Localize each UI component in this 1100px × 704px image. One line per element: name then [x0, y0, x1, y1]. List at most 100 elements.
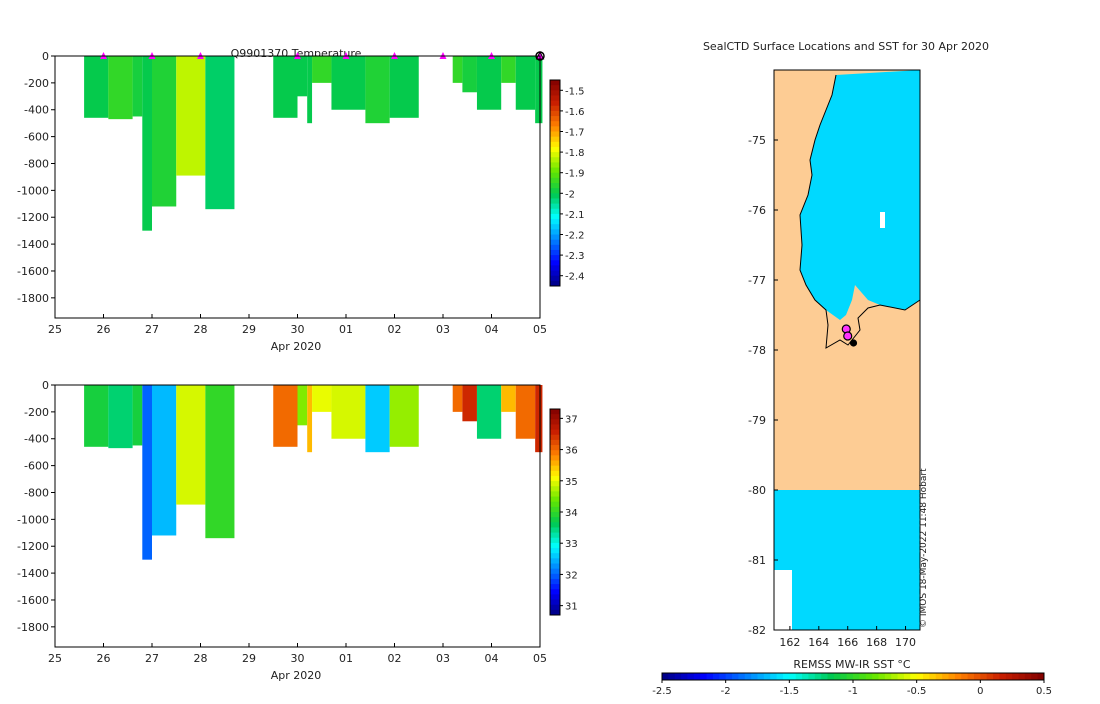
x-tick-label: 25	[48, 323, 62, 336]
colorbar-tick-label: -1.5	[565, 86, 585, 97]
profile-cell-12	[365, 385, 390, 453]
colorbar-segment	[550, 146, 560, 153]
colorbar-segment	[550, 280, 560, 287]
profile-cell-6	[205, 56, 235, 210]
colorbar-segment	[550, 224, 560, 230]
colorbar-segment	[550, 460, 560, 467]
map-x-ticks: 162 164 166 168 170	[779, 626, 916, 649]
sst-colorbar-segment	[662, 673, 669, 680]
profile-cell-0	[84, 56, 109, 118]
sst-colorbar-segment	[1037, 673, 1045, 680]
colorbar-segment	[550, 409, 560, 415]
x-tick-label: 02	[388, 652, 402, 665]
sst-colorbar-segment	[776, 673, 784, 680]
colorbar-segment	[550, 434, 560, 441]
sst-colorbar-segment	[948, 673, 956, 680]
y-tick-label: -400	[24, 433, 49, 446]
sst-colorbar-tick-label: -1.5	[780, 686, 800, 697]
colorbar-segment	[550, 532, 560, 539]
profile-cell-8	[297, 56, 308, 97]
salinity-panel: 0 -200 -400 -600 -800 -1000 -1200 -1400 -1600 -18…	[17, 379, 578, 682]
sst-colorbar-segment	[853, 673, 860, 680]
colorbar-segment	[550, 183, 560, 189]
colorbar-segment	[550, 162, 560, 169]
sst-colorbar-segment	[846, 673, 854, 680]
map-x-tick-label: 162	[779, 636, 800, 649]
temperature-profiles	[84, 56, 543, 231]
sst-colorbar-segment	[821, 673, 829, 680]
temperature-x-label: Apr 2020	[271, 340, 322, 353]
profile-cell-7	[273, 56, 298, 118]
colorbar-segment	[550, 255, 560, 261]
colorbar-segment	[550, 475, 560, 482]
sst-colorbar-segment	[833, 673, 841, 680]
y-tick-label: -1600	[17, 594, 49, 607]
colorbar-segment	[550, 599, 560, 606]
profile-cell-16	[476, 56, 502, 110]
sst-colorbar-segment	[1005, 673, 1013, 680]
colorbar-segment	[550, 424, 560, 431]
map-y-tick-label: -80	[748, 484, 766, 497]
seal-locations	[841, 324, 858, 347]
y-tick-label: -600	[24, 460, 49, 473]
sst-colorbar-segment	[802, 673, 809, 680]
y-tick-label: -1000	[17, 184, 49, 197]
colorbar-segment	[550, 604, 560, 611]
colorbar-segment	[550, 506, 560, 513]
sst-colorbar-segment	[827, 673, 835, 680]
sst-colorbar-segment	[884, 673, 892, 680]
sst-colorbar-segment	[693, 673, 701, 680]
salinity-profiles	[84, 385, 543, 560]
colorbar-segment	[550, 141, 560, 148]
colorbar-segment	[550, 116, 560, 122]
profile-cell-2	[132, 385, 143, 446]
colorbar-segment	[550, 167, 560, 174]
x-tick-label: 29	[242, 652, 256, 665]
colorbar-segment	[550, 260, 560, 266]
sst-colorbar-segment	[757, 673, 765, 680]
sst-colorbar-segment	[814, 673, 822, 680]
colorbar-segment	[550, 558, 560, 564]
colorbar-segment	[550, 177, 560, 184]
profile-cell-7	[273, 385, 298, 447]
profile-cell-15	[462, 385, 477, 422]
sst-colorbar-segment	[719, 673, 727, 680]
x-tick-label: 30	[291, 323, 305, 336]
x-tick-label: 05	[533, 652, 547, 665]
colorbar-segment	[550, 219, 560, 225]
colorbar-segment	[550, 578, 560, 585]
map-y-tick-label: -77	[748, 274, 766, 287]
sst-colorbar-segment	[942, 673, 949, 680]
sst-colorbar-segment	[1031, 673, 1039, 680]
x-tick-label: 04	[485, 652, 499, 665]
sst-colorbar-segment	[865, 673, 873, 680]
colorbar-tick-label: 33	[565, 539, 578, 550]
sst-colorbar-tick-label: -1	[848, 686, 858, 697]
profile-cell-14	[452, 56, 463, 83]
colorbar-segment	[550, 80, 560, 86]
colorbar-tick-label: -2	[565, 189, 575, 200]
colorbar-segment	[550, 450, 560, 456]
colorbar-segment	[550, 234, 560, 241]
colorbar-tick-label: -2.1	[565, 210, 585, 221]
sst-colorbar-segment	[712, 673, 720, 680]
colorbar-segment	[550, 512, 560, 518]
colorbar-segment	[550, 126, 560, 132]
profile-cell-17	[501, 385, 516, 412]
x-tick-label: 01	[339, 652, 353, 665]
colorbar-segment	[550, 486, 560, 492]
sst-colorbar-tick-label: -0.5	[907, 686, 927, 697]
y-tick-label: -200	[24, 406, 49, 419]
colorbar-segment	[550, 542, 560, 549]
colorbar-segment	[550, 527, 560, 534]
profile-cell-10	[312, 385, 332, 412]
profile-cell-3	[142, 385, 152, 560]
colorbar-segment	[550, 249, 560, 256]
profile-cell-1	[108, 385, 133, 449]
colorbar-tick-label: 32	[565, 570, 578, 581]
sst-colorbar-segment	[782, 673, 790, 680]
colorbar-segment	[550, 481, 560, 487]
profile-cell-14	[452, 385, 463, 412]
sst-colorbar-segment	[999, 673, 1007, 680]
sst-colorbar-segment	[840, 673, 848, 680]
